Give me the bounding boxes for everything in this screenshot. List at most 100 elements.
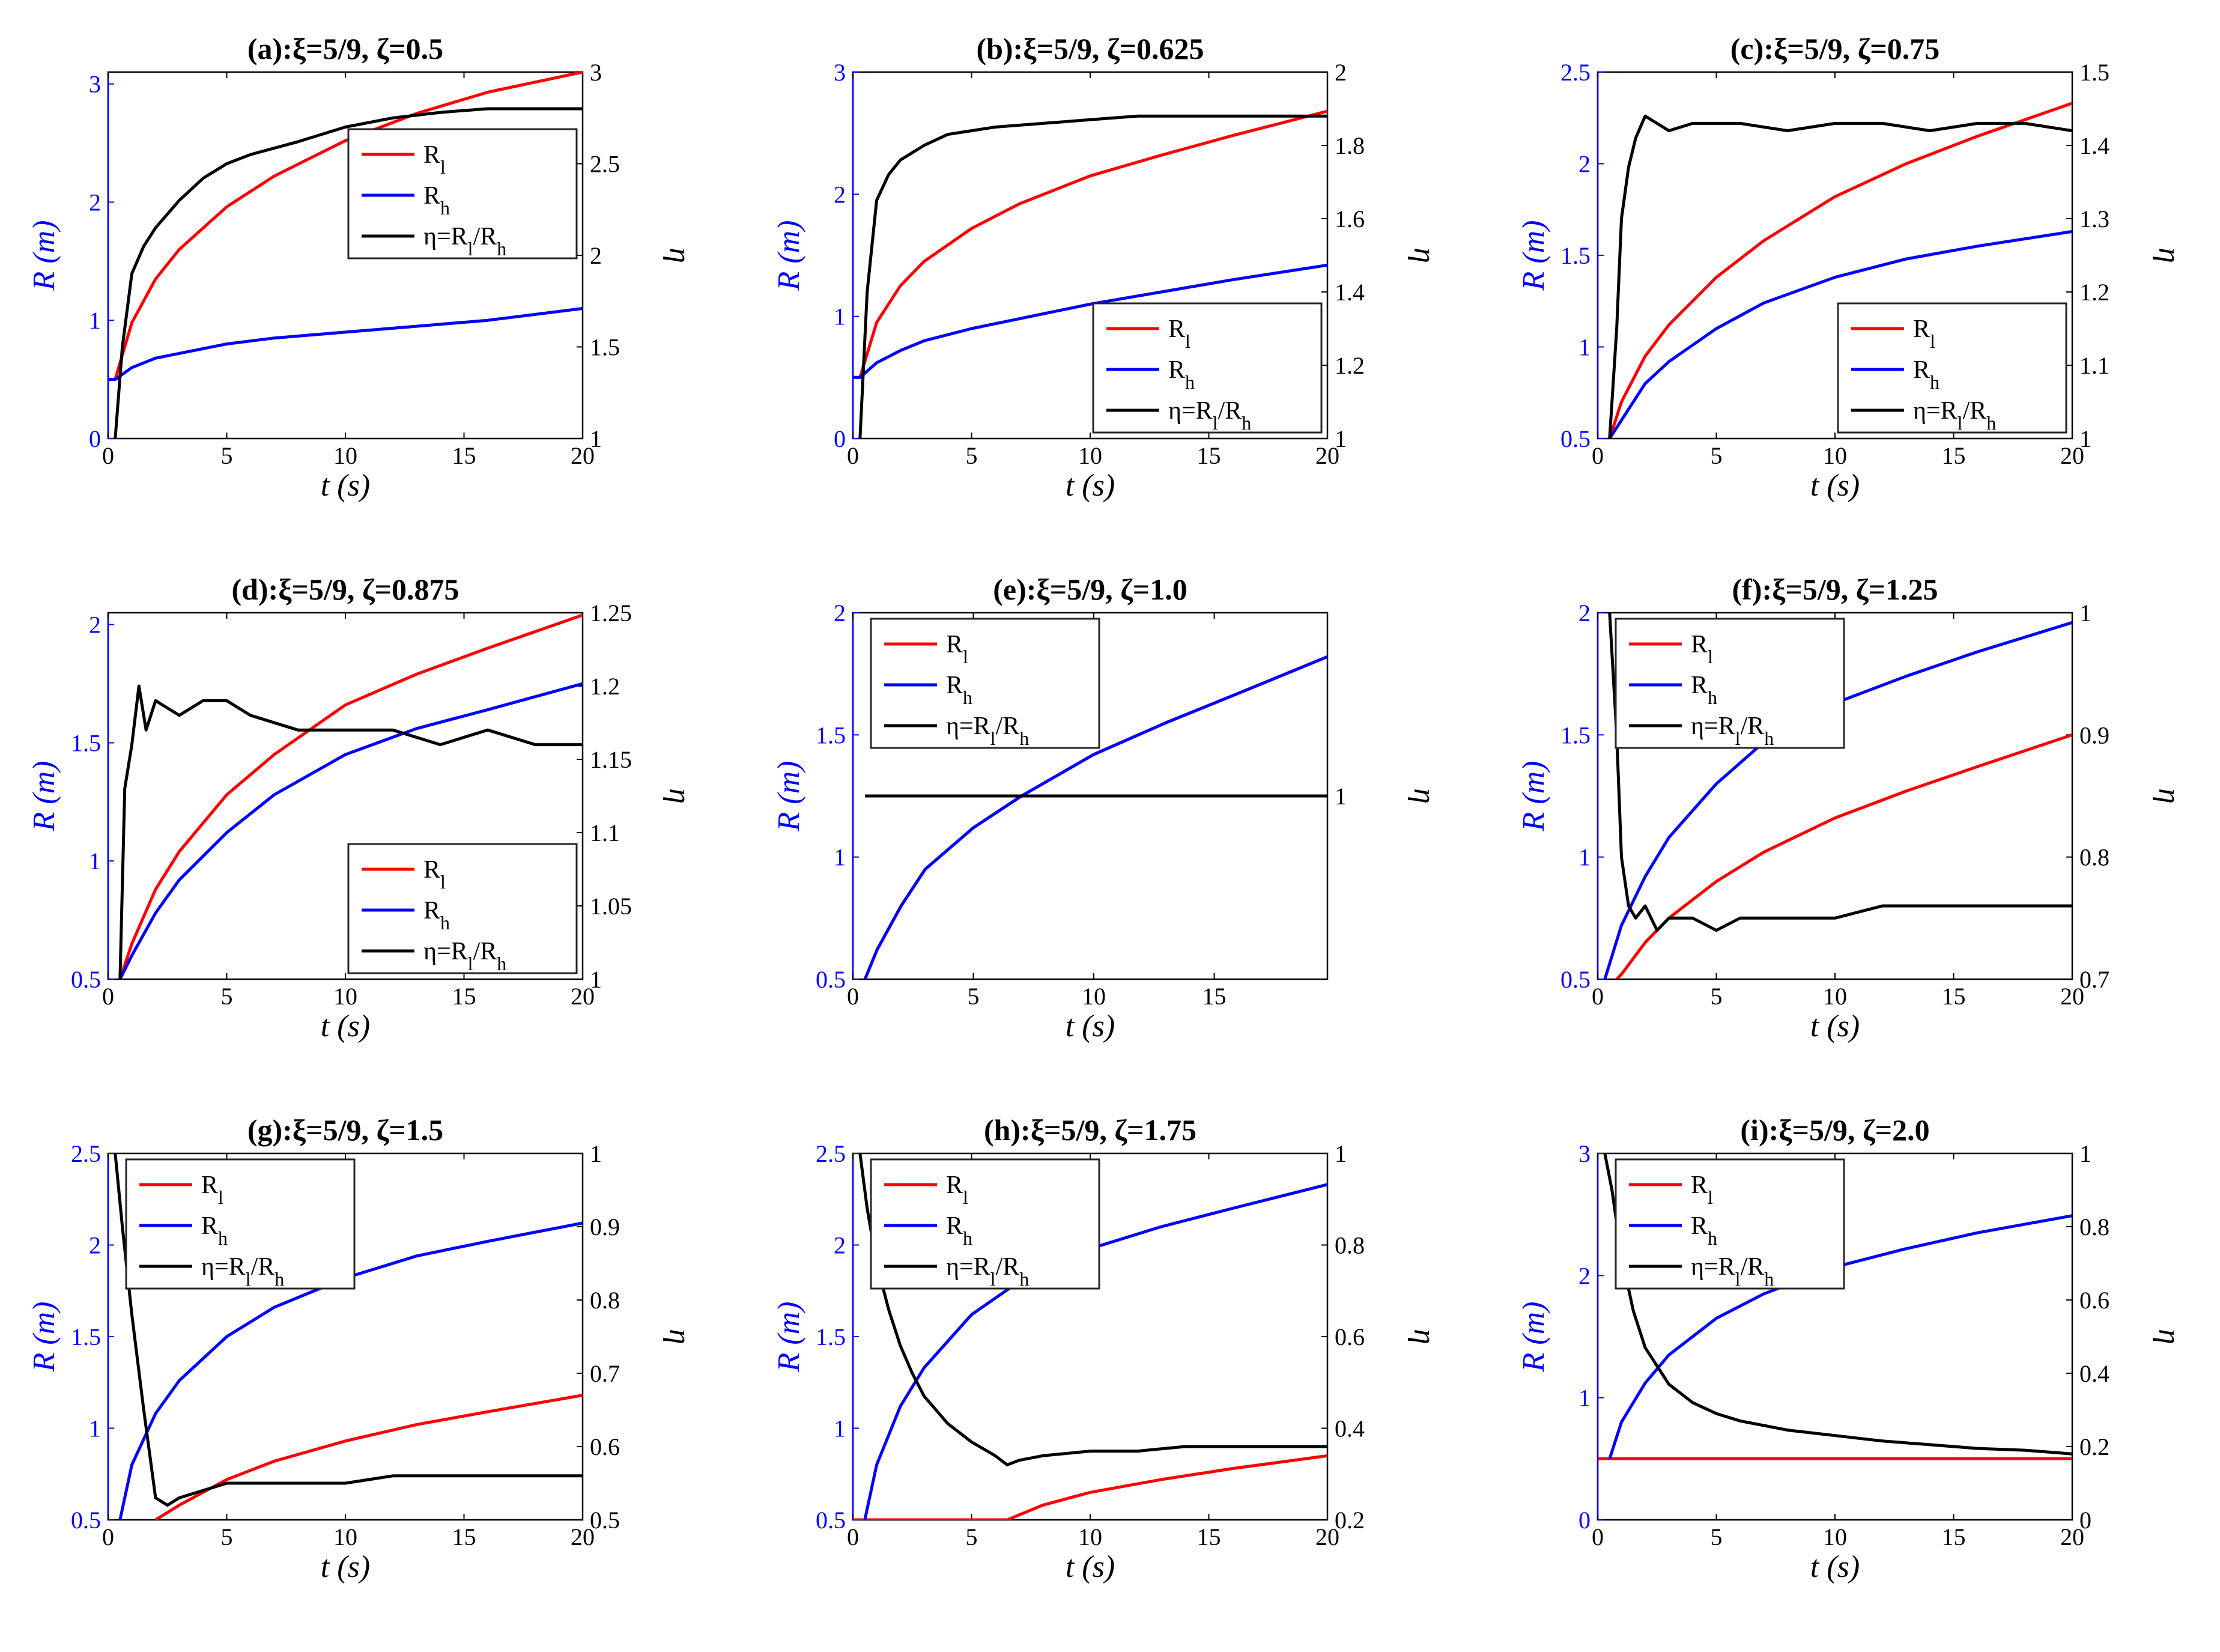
panel-title: (c):ξ=5/9, ζ=0.75 (1730, 32, 1939, 65)
panel-title: (f):ξ=5/9, ζ=1.25 (1732, 572, 1938, 606)
legend-entry: Rh (946, 1212, 972, 1249)
panel-d: (d):ξ=5/9, ζ=0.875 0 5 10 15 20 0.5 1 1.5 2 1 1.05 1… (27, 572, 697, 1043)
y2-axis-label: η (663, 1329, 697, 1344)
y2-tick-label: 2 (590, 242, 602, 269)
x-tick-label: 0 (102, 1523, 114, 1550)
y2-axis-label: η (2152, 1329, 2186, 1344)
x-tick-label: 15 (1197, 442, 1221, 469)
y2-tick-label: 1.2 (2079, 279, 2109, 306)
series-line-rl (1615, 733, 2072, 979)
y2-tick-label: 1 (1335, 1140, 1347, 1167)
series-line-rh (1608, 1214, 2072, 1460)
panel-e: (e):ξ=5/9, ζ=1.0 0 5 10 15 0.5 1 1.5 2 1 t (s) R (m… (772, 572, 1442, 1043)
x-axis-label: t (s) (1810, 1009, 1860, 1043)
series-line-rlrh (1608, 114, 2072, 439)
x-tick-label: 5 (221, 983, 233, 1010)
legend-entry: Rh (1691, 1212, 1717, 1249)
y2-tick-label: 1.05 (590, 893, 632, 920)
y-tick-label: 2.5 (71, 1140, 101, 1167)
y-tick-label: 1 (1579, 844, 1591, 871)
y2-tick-label: 0.4 (2079, 1360, 2109, 1387)
x-tick-label: 0 (847, 983, 859, 1010)
y2-tick-label: 1 (590, 1140, 602, 1167)
x-tick-label: 5 (221, 442, 233, 469)
panel-h: (h):ξ=5/9, ζ=1.75 0 5 10 15 20 0.5 1 1.5 2 2.5 0.2 0… (772, 1113, 1442, 1584)
y-axis-label: R (m) (772, 220, 806, 291)
y2-tick-label: 0.6 (2079, 1287, 2109, 1314)
x-tick-label: 0 (847, 1523, 859, 1550)
series-line-rh (863, 655, 1327, 979)
y2-tick-label: 1.6 (1335, 205, 1365, 232)
panel-i: (i):ξ=5/9, ζ=2.00 5 10 15 20012300.20.40.60.… (1517, 1113, 2186, 1584)
y-tick-label: 1 (89, 1415, 101, 1442)
y2-axis-label: η (663, 247, 697, 263)
y2-tick-label: 0.6 (1335, 1323, 1365, 1350)
legend-entry: η=Rl/Rh (423, 223, 506, 260)
panel-f: (f):ξ=5/9, ζ=1.25 0 5 10 15 20 0.5 1 1.5 2 0.7 0.8 0… (1517, 572, 2186, 1043)
panel-title: (i):ξ=5/9, ζ=2.0 (1740, 1113, 1929, 1147)
y2-tick-label: 2 (1335, 59, 1347, 86)
x-tick-label: 5 (1711, 983, 1723, 1010)
series-line-rl (1608, 102, 2072, 439)
y-tick-label: 2.5 (1560, 59, 1591, 86)
y-tick-label: 1 (834, 844, 846, 871)
x-tick-label: 20 (2060, 983, 2084, 1010)
panel-title: (d):ξ=5/9, ζ=0.875 (231, 572, 459, 606)
y2-tick-label: 0.8 (1335, 1232, 1365, 1259)
y-tick-label: 0.5 (1560, 966, 1591, 993)
y-tick-label: 0 (1579, 1507, 1591, 1534)
y2-tick-label: 1.3 (2079, 205, 2109, 232)
x-tick-label: 10 (1823, 442, 1847, 469)
x-tick-label: 15 (452, 1523, 476, 1550)
series-line-rl (118, 613, 583, 979)
legend-entry: Rl (1913, 315, 1935, 352)
y-tick-label: 2 (89, 1232, 101, 1259)
x-tick-label: 0 (847, 442, 859, 469)
series-line-rlrh (114, 107, 583, 439)
panel-c: (c):ξ=5/9, ζ=0.75 0 5 10 15 20 0.5 1 1.5 2 2.5 1 1.1… (1517, 32, 2186, 503)
y2-tick-label: 1.1 (590, 819, 620, 846)
y-tick-label: 2 (89, 612, 101, 639)
legend-entry: η=Rl/Rh (1691, 712, 1774, 749)
x-tick-label: 20 (2060, 1523, 2084, 1550)
y-tick-label: 1 (834, 1415, 846, 1442)
legend-entry: Rl (423, 141, 446, 178)
y2-tick-label: 1.8 (1335, 132, 1365, 159)
y2-axis-label: η (2152, 247, 2186, 263)
legend-entry: Rh (201, 1212, 228, 1249)
legend-entry: Rl (1691, 631, 1713, 667)
y2-tick-label: 2.5 (590, 151, 620, 178)
y2-axis-label: η (663, 788, 697, 804)
y2-tick-label: 3 (590, 59, 602, 86)
y2-tick-label: 1.2 (590, 673, 620, 700)
y-axis-label: R (m) (1517, 1302, 1551, 1373)
y2-tick-label: 0.2 (2079, 1433, 2109, 1460)
y-tick-label: 3 (1579, 1140, 1591, 1167)
legend-entry: Rl (201, 1171, 223, 1208)
y2-tick-label: 1 (2079, 1140, 2091, 1167)
y2-tick-label: 1 (590, 966, 602, 993)
x-tick-label: 10 (333, 983, 357, 1010)
x-tick-label: 5 (968, 983, 980, 1010)
y2-tick-label: 1.4 (2079, 132, 2109, 159)
legend-entry: Rh (1168, 356, 1195, 393)
y2-axis-label: η (1407, 788, 1442, 804)
x-tick-label: 10 (1823, 1523, 1847, 1550)
y2-tick-label: 1 (1335, 425, 1347, 452)
legend-entry: Rl (1168, 315, 1190, 352)
x-tick-label: 0 (1592, 1523, 1604, 1550)
legend-entry: Rl (946, 631, 968, 667)
y2-tick-label: 1.2 (1335, 352, 1365, 379)
x-tick-label: 10 (333, 1523, 357, 1550)
x-tick-label: 15 (1942, 1523, 1966, 1550)
series-line-rl (154, 1394, 583, 1520)
x-axis-label: t (s) (1066, 1550, 1115, 1584)
series-line-rh (118, 1221, 583, 1520)
panel-g: (g):ξ=5/9, ζ=1.50 5 10 15 200.511.522.50.50.… (27, 1113, 697, 1584)
x-tick-label: 20 (2060, 442, 2084, 469)
legend-entry: η=Rl/Rh (946, 1253, 1029, 1290)
x-axis-label: t (s) (321, 1009, 370, 1043)
y-tick-label: 2.5 (816, 1140, 846, 1167)
y-tick-label: 2 (834, 181, 846, 208)
